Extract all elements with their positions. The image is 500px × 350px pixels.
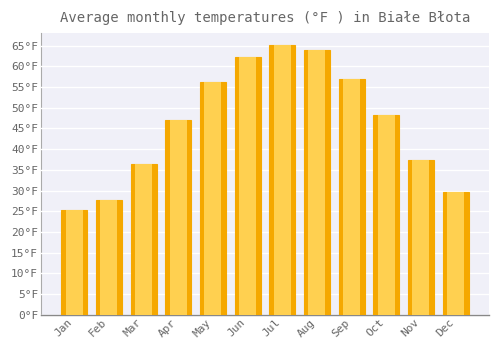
Bar [135,164,152,315]
Bar [447,192,464,315]
Bar [274,45,290,315]
Bar [200,82,226,315]
Bar [170,120,186,315]
Bar [62,210,87,315]
Bar [239,57,256,315]
Bar [412,160,430,315]
Bar [442,192,468,315]
Bar [378,115,394,315]
Bar [408,160,434,315]
Bar [304,50,330,315]
Bar [308,50,326,315]
Bar [234,57,260,315]
Title: Average monthly temperatures (°F ) in Białe Błota: Average monthly temperatures (°F ) in Bi… [60,11,470,25]
Bar [96,200,122,315]
Bar [343,79,360,315]
Bar [100,200,117,315]
Bar [165,120,191,315]
Bar [130,164,156,315]
Bar [204,82,222,315]
Bar [373,115,399,315]
Bar [269,45,295,315]
Bar [66,210,82,315]
Bar [338,79,364,315]
